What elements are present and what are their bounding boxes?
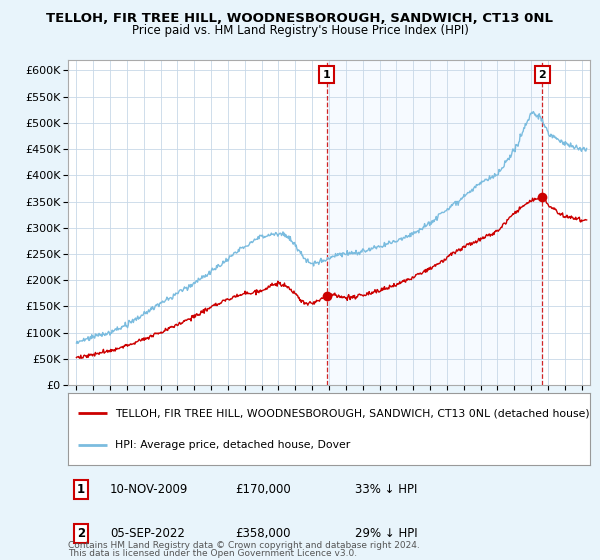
Text: 1: 1: [77, 483, 85, 496]
Text: This data is licensed under the Open Government Licence v3.0.: This data is licensed under the Open Gov…: [68, 549, 357, 558]
Text: 05-SEP-2022: 05-SEP-2022: [110, 527, 185, 540]
Text: 10-NOV-2009: 10-NOV-2009: [110, 483, 188, 496]
Text: £170,000: £170,000: [235, 483, 291, 496]
Bar: [326, 60, 542, 385]
Text: HPI: Average price, detached house, Dover: HPI: Average price, detached house, Dove…: [115, 440, 350, 450]
Text: 2: 2: [538, 69, 546, 80]
Text: Contains HM Land Registry data © Crown copyright and database right 2024.: Contains HM Land Registry data © Crown c…: [68, 541, 420, 550]
Text: 2: 2: [77, 527, 85, 540]
Text: 1: 1: [323, 69, 331, 80]
Text: £358,000: £358,000: [235, 527, 290, 540]
Text: Price paid vs. HM Land Registry's House Price Index (HPI): Price paid vs. HM Land Registry's House …: [131, 24, 469, 36]
Text: TELLOH, FIR TREE HILL, WOODNESBOROUGH, SANDWICH, CT13 0NL: TELLOH, FIR TREE HILL, WOODNESBOROUGH, S…: [47, 12, 554, 25]
Text: 29% ↓ HPI: 29% ↓ HPI: [355, 527, 418, 540]
Text: TELLOH, FIR TREE HILL, WOODNESBOROUGH, SANDWICH, CT13 0NL (detached house): TELLOH, FIR TREE HILL, WOODNESBOROUGH, S…: [115, 408, 590, 418]
Text: 33% ↓ HPI: 33% ↓ HPI: [355, 483, 418, 496]
